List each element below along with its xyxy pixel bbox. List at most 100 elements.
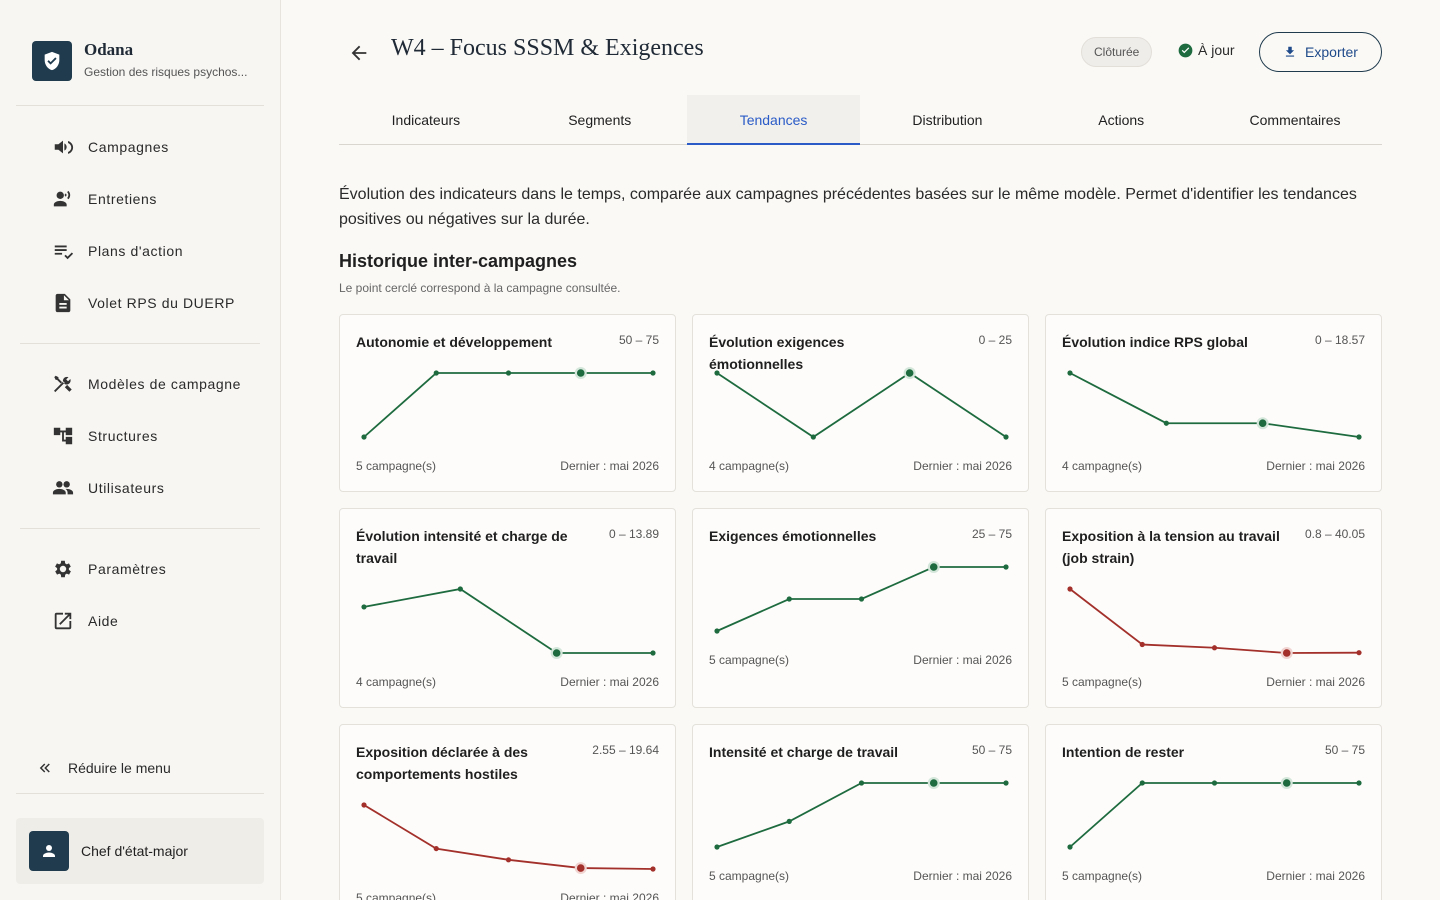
check-circle-icon xyxy=(1178,43,1193,57)
data-point[interactable] xyxy=(1211,645,1218,651)
campaign-count: 5 campagne(s) xyxy=(709,653,790,667)
card-title: Évolution intensité et charge de travail xyxy=(356,528,568,566)
sidebar-item-entretiens[interactable]: Entretiens xyxy=(20,173,260,225)
sidebar-item-campagnes[interactable]: Campagnes xyxy=(20,121,260,173)
current-data-point[interactable] xyxy=(905,369,914,377)
sidebar: Odana Gestion des risques psychos... Cam… xyxy=(0,0,281,900)
data-point[interactable] xyxy=(1163,420,1169,426)
sparkline-chart xyxy=(1067,370,1362,440)
data-point[interactable] xyxy=(1003,564,1009,570)
campaign-count: 5 campagne(s) xyxy=(1062,869,1143,883)
data-point[interactable] xyxy=(1067,370,1073,376)
tab-commentaires[interactable]: Commentaires xyxy=(1249,111,1341,128)
data-point[interactable] xyxy=(1067,586,1073,592)
last-campaign-date: Dernier : mai 2026 xyxy=(1266,675,1365,689)
sidebar-item-plans-action[interactable]: Plans d'action xyxy=(20,225,260,277)
sparkline-chart xyxy=(361,586,656,659)
data-point[interactable] xyxy=(858,596,865,602)
data-point[interactable] xyxy=(810,434,816,440)
export-button[interactable]: Exporter xyxy=(1259,32,1382,72)
sidebar-item-structures[interactable]: Structures xyxy=(20,410,260,462)
data-point[interactable] xyxy=(714,844,720,850)
sidebar-item-modeles[interactable]: Modèles de campagne xyxy=(20,358,260,410)
data-point[interactable] xyxy=(858,780,865,786)
sidebar-item-utilisateurs[interactable]: Utilisateurs xyxy=(20,462,260,514)
data-point[interactable] xyxy=(361,604,367,610)
tab-segments[interactable]: Segments xyxy=(568,111,632,128)
back-button[interactable] xyxy=(346,40,372,66)
megaphone-icon xyxy=(54,140,74,154)
export-label: Exporter xyxy=(1305,44,1358,60)
current-data-point[interactable] xyxy=(929,779,938,787)
current-data-point[interactable] xyxy=(576,369,585,377)
last-campaign-date: Dernier : mai 2026 xyxy=(560,459,659,473)
brand[interactable]: Odana Gestion des risques psychos... xyxy=(16,16,264,106)
section-title: Historique inter-campagnes xyxy=(339,251,578,271)
data-point[interactable] xyxy=(505,857,512,863)
collapse-menu-button[interactable]: Réduire le menu xyxy=(16,742,264,794)
current-data-point[interactable] xyxy=(929,563,938,571)
sidebar-item-aide[interactable]: Aide xyxy=(20,595,260,647)
tab-tendances[interactable]: Tendances xyxy=(686,95,861,145)
tab-bar: Indicateurs Segments Tendances Distribut… xyxy=(339,95,1382,145)
nav-group-misc: Paramètres Aide xyxy=(20,543,260,647)
sidebar-item-volet-rps[interactable]: Volet RPS du DUERP xyxy=(20,277,260,329)
tools-icon xyxy=(54,375,72,393)
current-data-point[interactable] xyxy=(1258,419,1267,428)
data-point[interactable] xyxy=(650,650,656,656)
data-point[interactable] xyxy=(1139,780,1145,786)
data-point[interactable] xyxy=(361,802,367,808)
data-point[interactable] xyxy=(457,586,463,592)
data-point[interactable] xyxy=(650,866,656,872)
data-point[interactable] xyxy=(361,434,367,440)
user-icon xyxy=(29,831,69,871)
data-point[interactable] xyxy=(1211,780,1218,786)
data-point[interactable] xyxy=(650,370,656,376)
data-point[interactable] xyxy=(1139,641,1145,648)
card-range: 50 – 75 xyxy=(971,743,1012,757)
tab-actions[interactable]: Actions xyxy=(1098,111,1145,128)
trend-card: Autonomie et développement 50 – 75 5 campa… xyxy=(339,314,676,492)
campaign-count: 5 campagne(s) xyxy=(356,459,437,473)
trend-card: Évolution exigences émotionnelles 0 – 25 4… xyxy=(692,314,1029,492)
user-menu[interactable]: Chef d'état-major xyxy=(16,818,264,884)
data-point[interactable] xyxy=(1356,434,1362,440)
data-point[interactable] xyxy=(505,370,512,376)
data-point[interactable] xyxy=(1356,780,1362,786)
data-point[interactable] xyxy=(786,818,792,824)
speaking-person-icon xyxy=(53,190,71,207)
sidebar-item-parametres[interactable]: Paramètres xyxy=(20,543,260,595)
campaign-count: 4 campagne(s) xyxy=(356,675,437,689)
page-title: W4 – Focus SSSM & Exigences xyxy=(391,35,704,61)
last-campaign-date: Dernier : mai 2026 xyxy=(913,653,1012,667)
current-data-point[interactable] xyxy=(552,649,561,657)
series-line xyxy=(363,588,653,654)
card-title: Intensité et charge de travail xyxy=(709,744,899,760)
trend-card: Exigences émotionnelles 25 – 75 5 campagne… xyxy=(692,508,1029,708)
data-point[interactable] xyxy=(786,596,792,602)
card-title: Intention de rester xyxy=(1062,744,1185,760)
data-point[interactable] xyxy=(433,370,439,376)
tab-indicateurs[interactable]: Indicateurs xyxy=(391,111,461,128)
data-point[interactable] xyxy=(714,628,720,634)
sparkline-chart xyxy=(714,777,1009,850)
data-point[interactable] xyxy=(1356,650,1362,656)
data-point[interactable] xyxy=(714,370,720,376)
sidebar-item-label: Structures xyxy=(88,428,158,444)
series-line xyxy=(716,371,1007,439)
sidebar-item-label: Plans d'action xyxy=(88,243,184,259)
data-point[interactable] xyxy=(1003,780,1009,786)
card-range: 0.8 – 40.05 xyxy=(1304,527,1365,541)
data-point[interactable] xyxy=(433,845,439,852)
collapse-menu-label: Réduire le menu xyxy=(68,759,171,776)
card-title: Autonomie et développement xyxy=(356,334,553,350)
data-point[interactable] xyxy=(1003,434,1009,440)
data-point[interactable] xyxy=(1067,844,1073,850)
current-data-point[interactable] xyxy=(1282,649,1291,657)
tab-distribution[interactable]: Distribution xyxy=(912,111,983,128)
card-title: Exposition à la tension au travail (job … xyxy=(1062,528,1280,566)
card-range: 50 – 75 xyxy=(618,333,659,347)
current-data-point[interactable] xyxy=(576,864,585,872)
current-data-point[interactable] xyxy=(1282,779,1291,787)
series-line xyxy=(1069,372,1360,438)
